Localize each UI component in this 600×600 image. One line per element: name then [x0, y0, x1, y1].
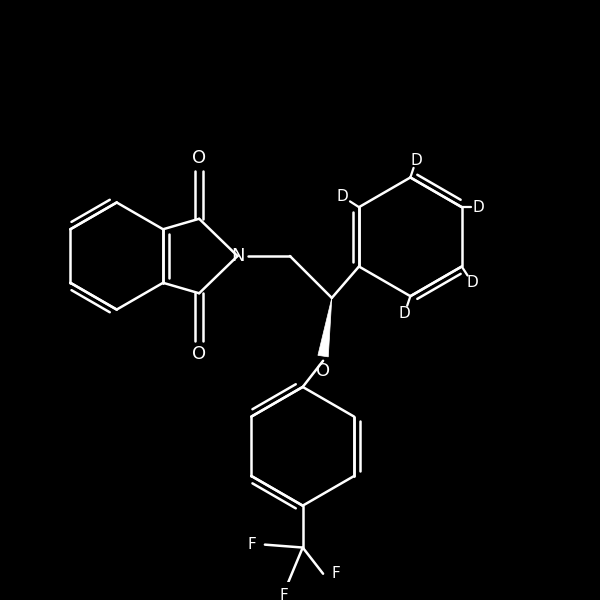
Text: F: F: [332, 566, 340, 581]
Text: D: D: [337, 189, 349, 204]
Text: D: D: [410, 152, 422, 167]
Text: O: O: [316, 362, 330, 380]
Text: F: F: [279, 588, 288, 600]
Text: O: O: [192, 149, 206, 167]
Text: D: D: [472, 200, 484, 215]
Text: F: F: [248, 537, 256, 552]
Text: D: D: [398, 306, 410, 321]
Polygon shape: [318, 298, 332, 357]
Text: O: O: [192, 345, 206, 363]
Text: D: D: [466, 275, 478, 290]
Text: N: N: [231, 247, 244, 265]
